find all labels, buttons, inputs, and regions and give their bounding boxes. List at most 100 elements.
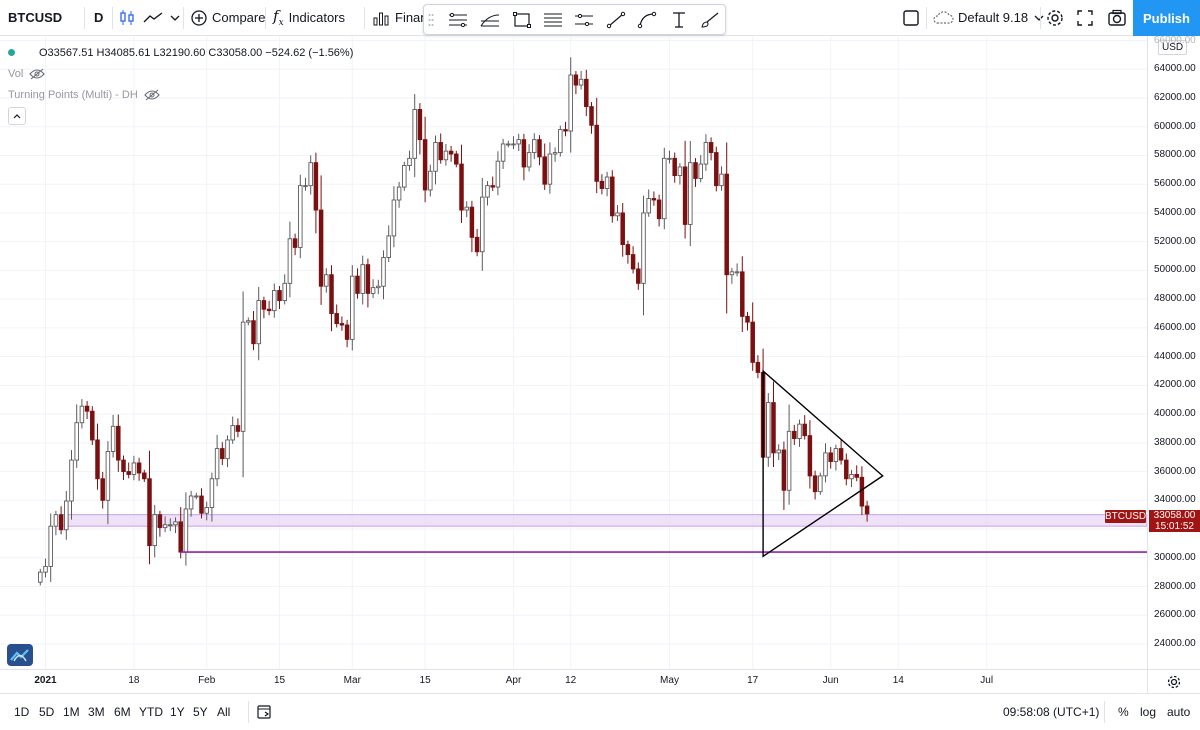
candle <box>646 198 651 214</box>
snapshot-button[interactable] <box>1107 0 1127 35</box>
candle <box>740 271 745 317</box>
auto-toggle[interactable]: auto <box>1167 705 1191 719</box>
axis-corner[interactable] <box>1147 669 1200 693</box>
currency-badge[interactable]: USD <box>1158 40 1188 55</box>
price-axis-label: 64000.00 <box>1154 63 1196 75</box>
candle <box>693 162 698 179</box>
candle <box>90 410 95 441</box>
trend-line-tool[interactable] <box>603 8 629 32</box>
range-button-1m[interactable]: 1M <box>63 705 80 719</box>
curve-icon <box>637 11 657 29</box>
compare-button[interactable]: Compare <box>190 0 265 35</box>
candle <box>407 157 412 166</box>
legend-indicator-row[interactable]: Turning Points (Multi) - DH <box>8 84 353 105</box>
candle <box>802 423 807 437</box>
eye-hidden-icon[interactable] <box>29 68 46 80</box>
candle <box>58 514 64 531</box>
candle <box>438 142 443 161</box>
publish-button[interactable]: Publish <box>1133 0 1200 36</box>
candle <box>121 459 126 473</box>
fullscreen-toggle[interactable] <box>902 0 920 35</box>
time-axis-label: Jul <box>980 675 994 686</box>
candle <box>537 139 542 158</box>
parallel-channel-icon <box>449 12 467 28</box>
parallel-channel-tool[interactable] <box>445 8 471 32</box>
rectangle-tool[interactable] <box>509 8 535 32</box>
grip-icon <box>428 14 434 26</box>
time-axis-label: Apr <box>505 675 522 686</box>
indicators-button[interactable]: fx Indicators <box>273 0 345 35</box>
lines-tool[interactable] <box>540 8 566 32</box>
fib-tool[interactable] <box>477 8 503 32</box>
log-toggle[interactable]: log <box>1140 705 1157 719</box>
candle <box>298 185 303 248</box>
time-axis[interactable]: 2021 18 Feb 15 Mar 15 Apr 12 May 17 Jun 14 Jul <box>0 669 1147 693</box>
range-button-3m[interactable]: 3M <box>88 705 105 719</box>
interval-button[interactable]: D <box>94 10 104 25</box>
range-button-all[interactable]: All <box>217 705 231 719</box>
price-axis-label: 46000.00 <box>1154 321 1196 333</box>
go-to-date-button[interactable] <box>256 694 274 730</box>
candle <box>526 152 532 168</box>
curve-tool[interactable] <box>634 8 660 32</box>
price-axis-label: 58000.00 <box>1154 149 1196 161</box>
candle <box>615 212 620 217</box>
text-cursor-icon <box>673 12 685 28</box>
status-dot-icon <box>8 49 15 56</box>
candle <box>729 271 735 276</box>
brush-tool[interactable] <box>697 8 723 32</box>
candle <box>95 439 100 480</box>
range-button-1d[interactable]: 1D <box>14 705 30 719</box>
ray-tool[interactable] <box>571 8 597 32</box>
support-zone[interactable] <box>61 514 1147 527</box>
eye-hidden-icon[interactable] <box>144 89 160 101</box>
price-chart[interactable] <box>0 36 1147 669</box>
legend-collapse[interactable] <box>8 105 353 126</box>
settings-button[interactable] <box>1045 0 1065 35</box>
legend-vol-row[interactable]: Vol <box>8 63 353 84</box>
price-axis-label: 56000.00 <box>1154 178 1196 190</box>
candle <box>854 473 859 478</box>
candle <box>69 459 74 502</box>
range-button-6m[interactable]: 6M <box>114 705 131 719</box>
price-axis[interactable]: USD 66000.00 64000.00 62000.00 60000.00 5800… <box>1147 35 1200 669</box>
text-tool[interactable] <box>666 8 692 32</box>
percent-toggle[interactable]: % <box>1118 705 1129 719</box>
settings-icon[interactable] <box>1166 674 1182 690</box>
candle <box>734 271 740 274</box>
price-axis-label: 28000.00 <box>1154 580 1196 592</box>
candle <box>698 163 703 179</box>
ohlc-values: O33567.51 H34085.61 L32190.60 C33058.00 … <box>39 46 354 59</box>
candle <box>105 451 111 501</box>
candle <box>859 476 865 507</box>
candle <box>287 238 293 284</box>
toolbar-divider <box>112 7 113 29</box>
financials-button[interactable]: Finan <box>372 0 428 35</box>
tradingview-logo[interactable] <box>7 644 33 666</box>
chart-style-button[interactable] <box>118 0 136 35</box>
candle <box>443 150 449 161</box>
price-axis-label: 42000.00 <box>1154 379 1196 391</box>
range-button-5d[interactable]: 5D <box>39 705 55 719</box>
drag-handle[interactable] <box>426 8 436 32</box>
chevron-up-icon[interactable] <box>8 106 26 125</box>
range-button-1y[interactable]: 1Y <box>170 705 185 719</box>
fullscreen-button[interactable] <box>1076 0 1094 35</box>
drawings-front <box>180 369 1147 558</box>
candle <box>339 323 345 326</box>
chart-style-dropdown[interactable] <box>170 0 180 35</box>
timezone-clock[interactable]: 09:58:08 (UTC+1) <box>1003 705 1100 719</box>
layout-menu-button[interactable]: Default 9.18 <box>932 0 1044 35</box>
layout-name: Default 9.18 <box>958 10 1029 25</box>
candle <box>636 268 641 284</box>
line-style-button[interactable] <box>142 0 164 35</box>
range-button-ytd[interactable]: YTD <box>139 705 163 719</box>
range-button-5y[interactable]: 5Y <box>193 705 208 719</box>
symbol-search[interactable]: BTCUSD <box>8 10 63 25</box>
price-axis-label: 34000.00 <box>1154 494 1196 506</box>
candle <box>214 448 220 480</box>
chart-pane[interactable] <box>0 36 1147 669</box>
candle <box>386 235 391 258</box>
price-axis-label: 26000.00 <box>1154 609 1196 621</box>
triangle-pattern[interactable] <box>762 369 884 558</box>
